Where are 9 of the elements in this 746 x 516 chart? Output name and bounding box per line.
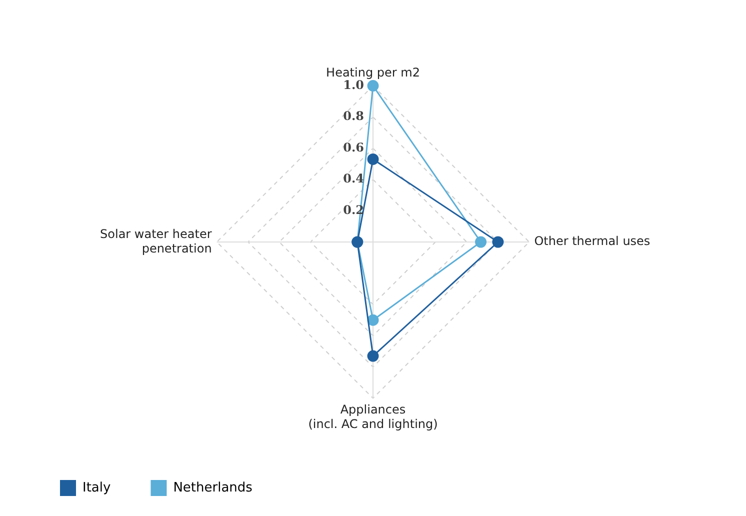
- y-tick-label: 0.6: [343, 140, 364, 154]
- y-tick-label: 0.8: [343, 109, 364, 124]
- y-tick-label: 1.0: [343, 78, 364, 92]
- spoke-label: Other thermal uses: [534, 234, 650, 248]
- spoke-label: Heating per m2: [326, 66, 420, 80]
- spoke-label: Solar water heater penetration: [100, 226, 212, 256]
- legend-label: Italy: [82, 480, 112, 496]
- legend-label: Netherlands: [173, 480, 253, 496]
- spoke-label: Appliances (incl. AC and lighting): [308, 402, 438, 431]
